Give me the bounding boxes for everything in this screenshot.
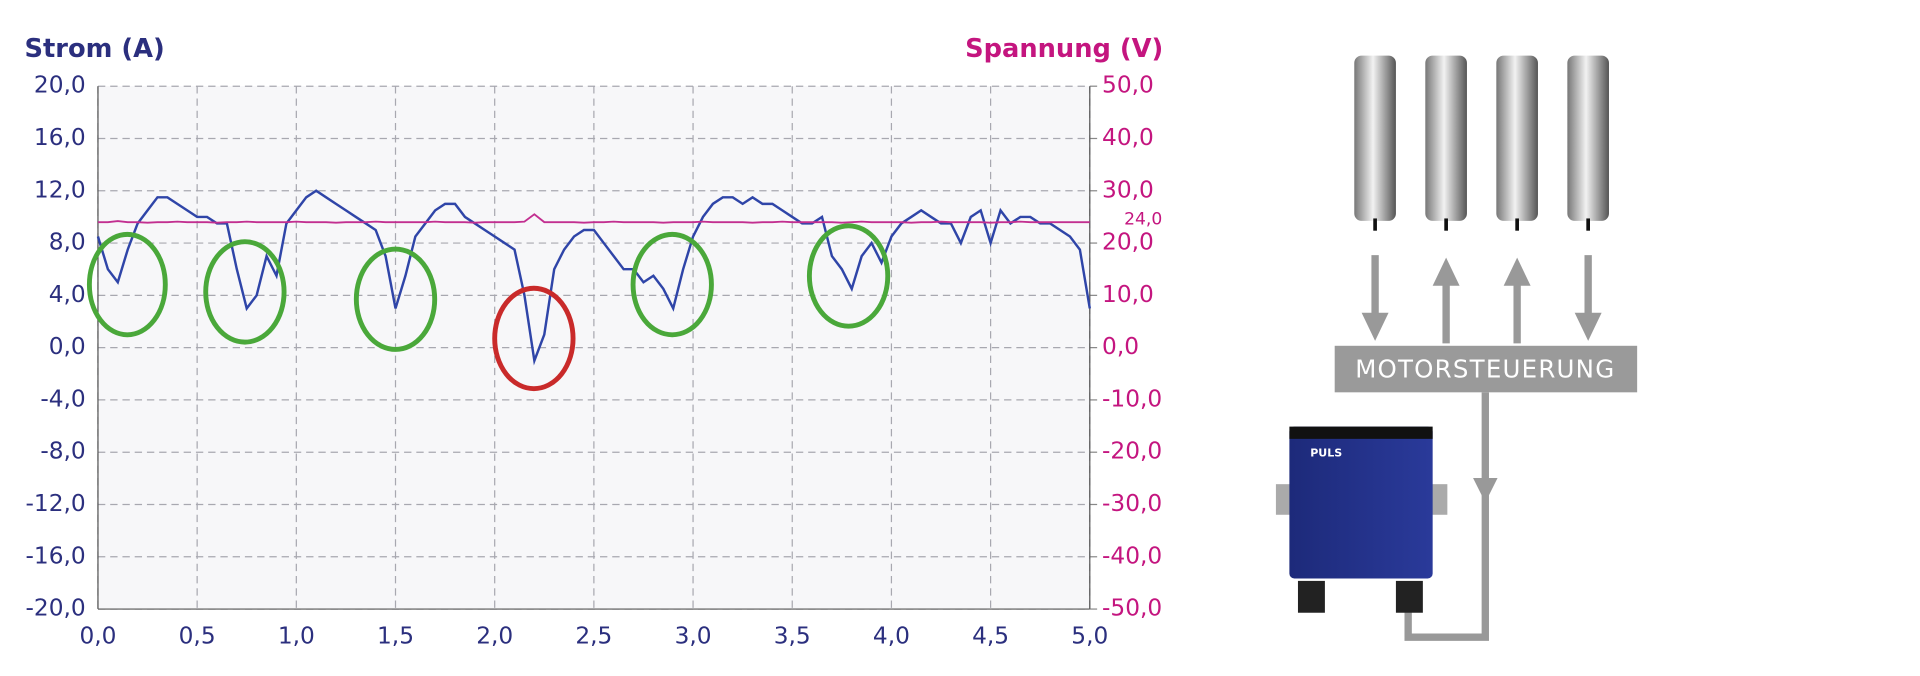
x-tick-label: 0,0: [79, 623, 116, 650]
connector: [1395, 580, 1423, 613]
y-axis-title: Strom (A): [24, 34, 164, 64]
y-tick-label: 20,0: [34, 72, 86, 99]
control-label: MOTORSTEUERUNG: [1355, 354, 1615, 383]
voltage-line: [97, 213, 1090, 224]
x-tick-label: 0,5: [179, 623, 216, 650]
y2-tick-label: 20,0: [1102, 229, 1154, 256]
device-brand: PULS: [1310, 447, 1342, 460]
device-bracket: [1430, 484, 1448, 515]
y-tick-label: 12,0: [34, 176, 86, 203]
y2-axis-title: Spannung (V): [965, 34, 1163, 64]
roller: [1354, 55, 1396, 221]
roller-pins: [1373, 218, 1590, 231]
y-tick-label: 0,0: [49, 333, 86, 360]
x-tick-label: 1,0: [278, 623, 315, 650]
y-tick-label: 8,0: [49, 229, 86, 256]
highlight: [353, 246, 438, 352]
y2-tick-label: 10,0: [1102, 281, 1154, 308]
y2-tick-label: -20,0: [1102, 438, 1162, 465]
roller: [1496, 55, 1538, 221]
roller: [1425, 55, 1467, 221]
y-tick-label: -16,0: [26, 542, 86, 569]
connector: [1297, 580, 1325, 613]
y-tick-label: -20,0: [26, 595, 86, 622]
device-top: [1289, 426, 1433, 439]
x-tick-label: 1,5: [377, 623, 414, 650]
roller: [1567, 55, 1609, 221]
diagram: MOTORSTEUERUNG PULS: [1275, 55, 1638, 641]
power-supply: [1289, 426, 1433, 579]
highlight: [630, 231, 714, 338]
control-box: [1334, 345, 1638, 393]
x-tick-label: 2,0: [476, 623, 513, 650]
x-tick-label: 3,0: [675, 623, 712, 650]
highlight: [203, 239, 287, 345]
highlight: [492, 285, 576, 392]
y2-tick-label: -10,0: [1102, 385, 1162, 412]
y2-tick-label: -50,0: [1102, 595, 1162, 622]
y-tick-label: -4,0: [40, 385, 85, 412]
highlight: [86, 231, 168, 338]
current-line: [96, 189, 1092, 366]
x-tick-label: 4,5: [972, 623, 1009, 650]
y2-tick-label: -40,0: [1102, 542, 1162, 569]
grid: [97, 85, 1098, 610]
annotation: 24,0: [1124, 210, 1162, 230]
x-tick-label: 4,0: [873, 623, 910, 650]
x-tick-label: 2,5: [575, 623, 612, 650]
y2-tick-label: -30,0: [1102, 490, 1162, 517]
y-tick-label: 16,0: [34, 124, 86, 151]
y2-tick-label: 40,0: [1102, 124, 1154, 151]
device-bracket: [1275, 484, 1294, 515]
y-tick-label: -8,0: [40, 438, 85, 465]
y2-tick-label: 0,0: [1102, 333, 1139, 360]
rollers: [1354, 55, 1609, 221]
plot: [96, 189, 1092, 366]
y2-tick-label: 30,0: [1102, 176, 1154, 203]
y-tick-label: -12,0: [26, 490, 86, 517]
highlight: [806, 223, 891, 329]
highlights: [86, 223, 891, 392]
x-tick-label: 5,0: [1071, 623, 1108, 650]
y2-tick-label: 50,0: [1102, 72, 1154, 99]
y-tick-label: 4,0: [49, 281, 86, 308]
x-tick-label: 3,5: [774, 623, 811, 650]
